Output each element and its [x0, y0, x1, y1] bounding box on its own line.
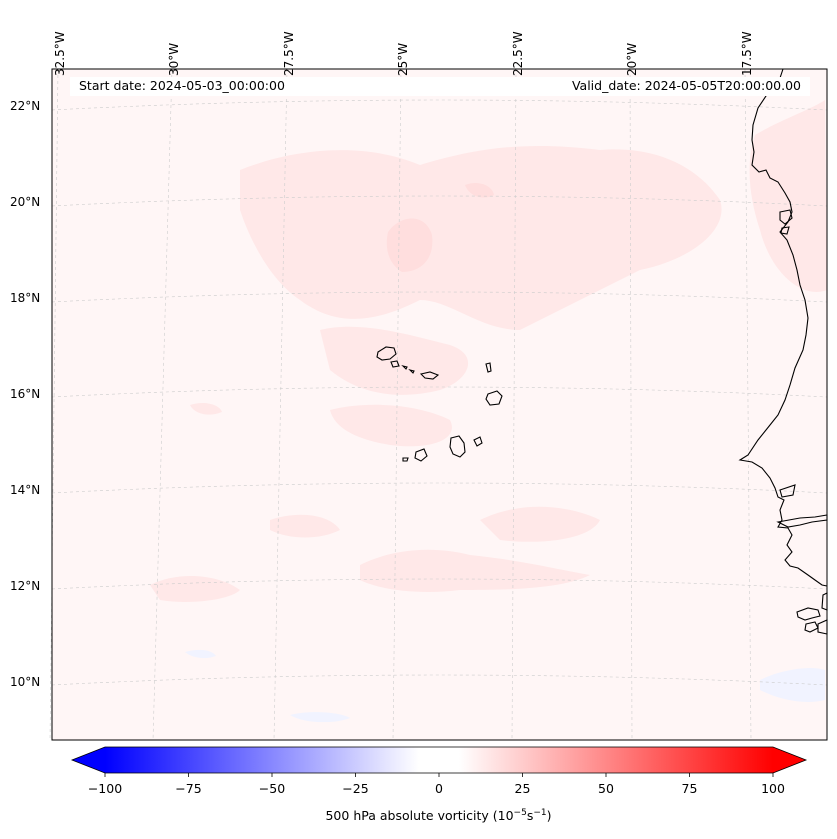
lat-label-16n: 16°N — [10, 387, 41, 401]
lon-label-20w: 20°W — [625, 42, 639, 76]
cape-verde-islands — [376, 346, 503, 462]
colorbar-label-prefix: 500 hPa absolute vorticity (10 — [325, 808, 514, 824]
stronger-positive-vorticity-patches — [386, 183, 494, 272]
colorbar-tick-label: −50 — [258, 781, 286, 796]
positive-vorticity-patches — [150, 100, 827, 602]
lat-label-18n: 18°N — [10, 291, 41, 305]
header-box — [70, 77, 810, 96]
lat-label-22n: 22°N — [10, 99, 41, 113]
colorbar-tick-marks — [104, 773, 774, 777]
map-frame — [51, 68, 828, 741]
colorbar-tick-label: 100 — [761, 781, 785, 796]
colorbar-tick-label: 50 — [598, 781, 614, 796]
colorbar — [70, 746, 808, 777]
colorbar-tick-label: 25 — [514, 781, 531, 796]
colorbar-label: 500 hPa absolute vorticity (10−5s−1) — [0, 808, 837, 823]
lat-label-14n: 14°N — [10, 483, 41, 497]
colorbar-tick-label: −100 — [87, 781, 123, 796]
graticule — [49, 68, 828, 741]
lat-label-12n: 12°N — [10, 579, 41, 593]
colorbar-tick-label: 0 — [435, 781, 443, 796]
colorbar-label-exponent-2: −1 — [533, 808, 547, 818]
colorbar-max-extension — [773, 747, 806, 773]
valid-date-text: Valid_date: 2024-05-05T20:00:00.00 — [571, 78, 801, 93]
colorbar-gradient — [105, 747, 773, 773]
lon-label-30w: 30°W — [167, 42, 181, 76]
lon-label-27-5w: 27.5°W — [282, 31, 296, 76]
colorbar-tick-label: 75 — [681, 781, 698, 796]
lon-label-32-5w: 32.5°W — [53, 31, 67, 76]
lon-label-22-5w: 22.5°W — [511, 31, 525, 76]
lat-label-10n: 10°N — [10, 675, 41, 689]
colorbar-label-suffix: ) — [546, 808, 552, 824]
lon-label-17-5w: 17.5°W — [740, 31, 754, 76]
lon-label-25w: 25°W — [396, 42, 410, 76]
lat-label-20n: 20°N — [10, 195, 41, 209]
colorbar-tick-label: −25 — [342, 781, 369, 796]
colorbar-min-extension — [72, 747, 105, 773]
colorbar-tick-label: −75 — [175, 781, 202, 796]
colorbar-label-exponent-1: −5 — [513, 808, 527, 818]
africa-coastline — [738, 68, 828, 635]
colorbar-label-unit: s — [526, 808, 534, 824]
start-date-text: Start date: 2024-05-03_00:00:00 — [79, 78, 285, 93]
negative-vorticity-patches — [185, 649, 825, 723]
